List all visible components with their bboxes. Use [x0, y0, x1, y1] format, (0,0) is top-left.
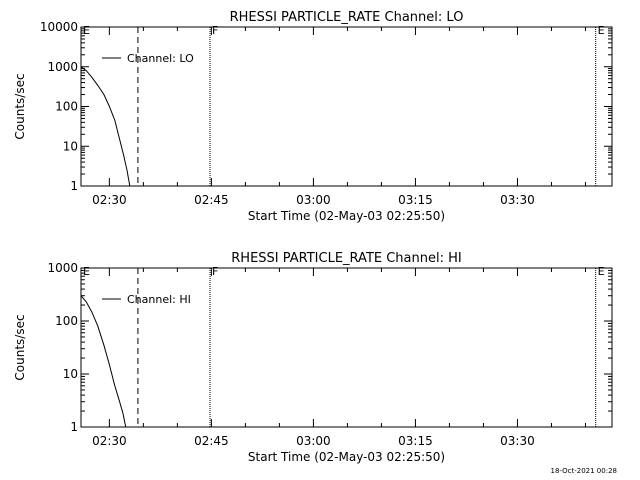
y-tick-label: 1000 [47, 60, 78, 74]
y-tick-label: 1 [70, 420, 78, 434]
y-axis-label: Counts/sec [13, 314, 27, 380]
plot-frame [80, 26, 613, 187]
x-tick-label: 03:30 [500, 193, 535, 207]
x-tick-label: 02:30 [92, 193, 127, 207]
x-tick-label: 03:15 [398, 193, 433, 207]
x-tick-label: 03:00 [296, 434, 331, 448]
x-tick-label: 03:30 [500, 434, 535, 448]
plot-frame [80, 267, 613, 428]
chart-title: RHESSI PARTICLE_RATE Channel: LO [230, 10, 464, 25]
x-tick-label: 03:00 [296, 193, 331, 207]
event-marker-label: E [598, 24, 605, 37]
event-marker-label: F [212, 24, 218, 37]
y-tick-label: 1 [70, 179, 78, 193]
event-marker-label: E [83, 24, 90, 37]
legend-label: Channel: HI [127, 293, 191, 306]
chart-title: RHESSI PARTICLE_RATE Channel: HI [231, 251, 461, 266]
x-axis-label: Start Time (02-May-03 02:25:50) [248, 209, 445, 223]
y-axis-label: Counts/sec [13, 73, 27, 139]
y-tick-label: 10 [63, 367, 78, 381]
x-tick-label: 02:45 [194, 193, 229, 207]
event-marker-label: F [212, 265, 218, 278]
y-tick-label: 100 [55, 100, 78, 114]
legend-label: Channel: LO [127, 52, 194, 65]
x-tick-label: 02:30 [92, 434, 127, 448]
y-tick-label: 1000 [47, 261, 78, 275]
y-tick-label: 100 [55, 314, 78, 328]
series-line [80, 66, 131, 187]
generation-timestamp: 18-Oct-2021 00:28 [551, 467, 617, 475]
event-marker-label: E [83, 265, 90, 278]
series-line [80, 295, 127, 428]
x-tick-label: 02:45 [194, 434, 229, 448]
y-tick-label: 10000 [40, 20, 78, 34]
y-tick-label: 10 [63, 139, 78, 153]
event-marker-label: E [598, 265, 605, 278]
x-axis-label: Start Time (02-May-03 02:25:50) [248, 450, 445, 464]
x-tick-label: 03:15 [398, 434, 433, 448]
